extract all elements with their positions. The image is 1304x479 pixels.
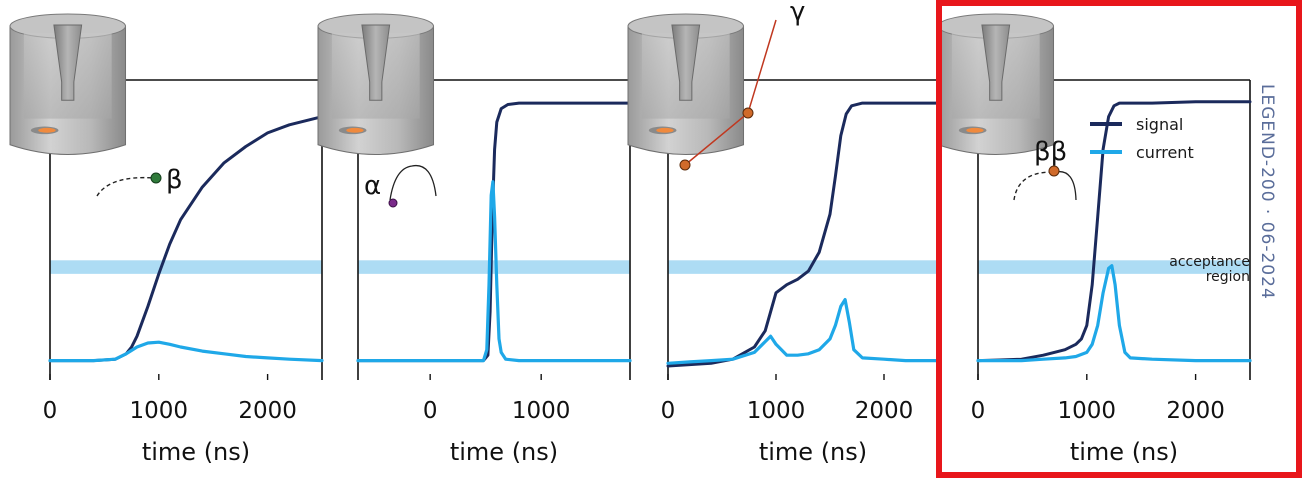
x-axis-label: time (ns) — [1070, 438, 1178, 466]
series-current-line — [976, 264, 1252, 363]
particle-label-alpha: α — [364, 171, 381, 201]
trajectory-path — [1013, 171, 1053, 201]
panel-2: 0 1000 time (ns) — [317, 13, 632, 466]
legend-label-current: current — [1136, 143, 1194, 162]
series-current-line — [356, 180, 632, 363]
legend: signal current — [1090, 115, 1194, 162]
panel-1: 0 1000 2000 time (ns) — [9, 13, 324, 466]
x-tick-label: 1000 — [747, 398, 806, 424]
particle-trajectory-alpha: α — [364, 164, 437, 208]
x-tick-label: 2000 — [1166, 398, 1225, 424]
point-contact — [656, 127, 674, 133]
particle-marker — [150, 172, 162, 184]
trajectory-path — [96, 176, 156, 197]
interaction-marker — [742, 107, 754, 119]
detector-illustration — [9, 13, 127, 155]
detector-bore — [361, 24, 391, 101]
acceptance-band — [978, 260, 1250, 274]
particle-label-gamma: γ — [790, 0, 805, 27]
series-signal-line — [666, 101, 940, 368]
highlight-frame — [936, 0, 1302, 478]
detector-illustration — [937, 13, 1055, 155]
point-contact — [38, 127, 56, 133]
series-current-line — [48, 340, 324, 363]
acceptance-band — [358, 260, 630, 274]
watermark-text: LEGEND-200 · 06-2024 — [1257, 84, 1277, 300]
acceptance-annotation-line: acceptance — [1169, 254, 1250, 270]
series-signal-line — [976, 100, 1252, 363]
x-tick-label: 2000 — [238, 398, 297, 424]
panel-4: 0 1000 2000 time (ns) — [937, 13, 1252, 466]
detector-illustration — [317, 13, 435, 155]
x-tick-label: 0 — [971, 398, 986, 424]
trajectory-path — [1054, 170, 1077, 201]
particle-label-beta: β — [166, 165, 183, 195]
x-axis-label: time (ns) — [142, 438, 250, 466]
particle-trajectory-gamma: γ — [679, 0, 805, 171]
x-tick-label: 1000 — [1058, 398, 1117, 424]
particle-trajectory-double-beta: ββ — [1013, 137, 1077, 201]
point-contact — [966, 127, 984, 133]
acceptance-band — [50, 260, 322, 274]
x-tick-label: 0 — [423, 398, 438, 424]
detector-bore — [671, 24, 701, 101]
point-contact — [346, 127, 364, 133]
acceptance-band — [668, 260, 938, 274]
trajectory-path — [389, 164, 437, 201]
x-tick-label: 1000 — [130, 398, 189, 424]
detector-bore — [53, 24, 83, 101]
x-tick-label: 1000 — [512, 398, 571, 424]
x-tick-label: 2000 — [855, 398, 914, 424]
interaction-marker — [679, 159, 691, 171]
panel-3: 0 1000 2000 time (ns) — [627, 13, 940, 466]
detector-illustration — [627, 13, 745, 155]
x-tick-label: 0 — [43, 398, 58, 424]
acceptance-annotation-line: region — [1206, 269, 1250, 285]
particle-label-double-beta: ββ — [1034, 137, 1067, 167]
particle-marker — [388, 198, 398, 208]
detector-bore — [981, 24, 1011, 101]
legend-label-signal: signal — [1136, 115, 1183, 134]
x-axis-label: time (ns) — [759, 438, 867, 466]
particle-trajectory-beta: β — [96, 165, 183, 197]
particle-marker — [1048, 165, 1060, 177]
x-tick-label: 0 — [661, 398, 676, 424]
series-current-line — [666, 298, 940, 365]
x-axis-label: time (ns) — [450, 438, 558, 466]
